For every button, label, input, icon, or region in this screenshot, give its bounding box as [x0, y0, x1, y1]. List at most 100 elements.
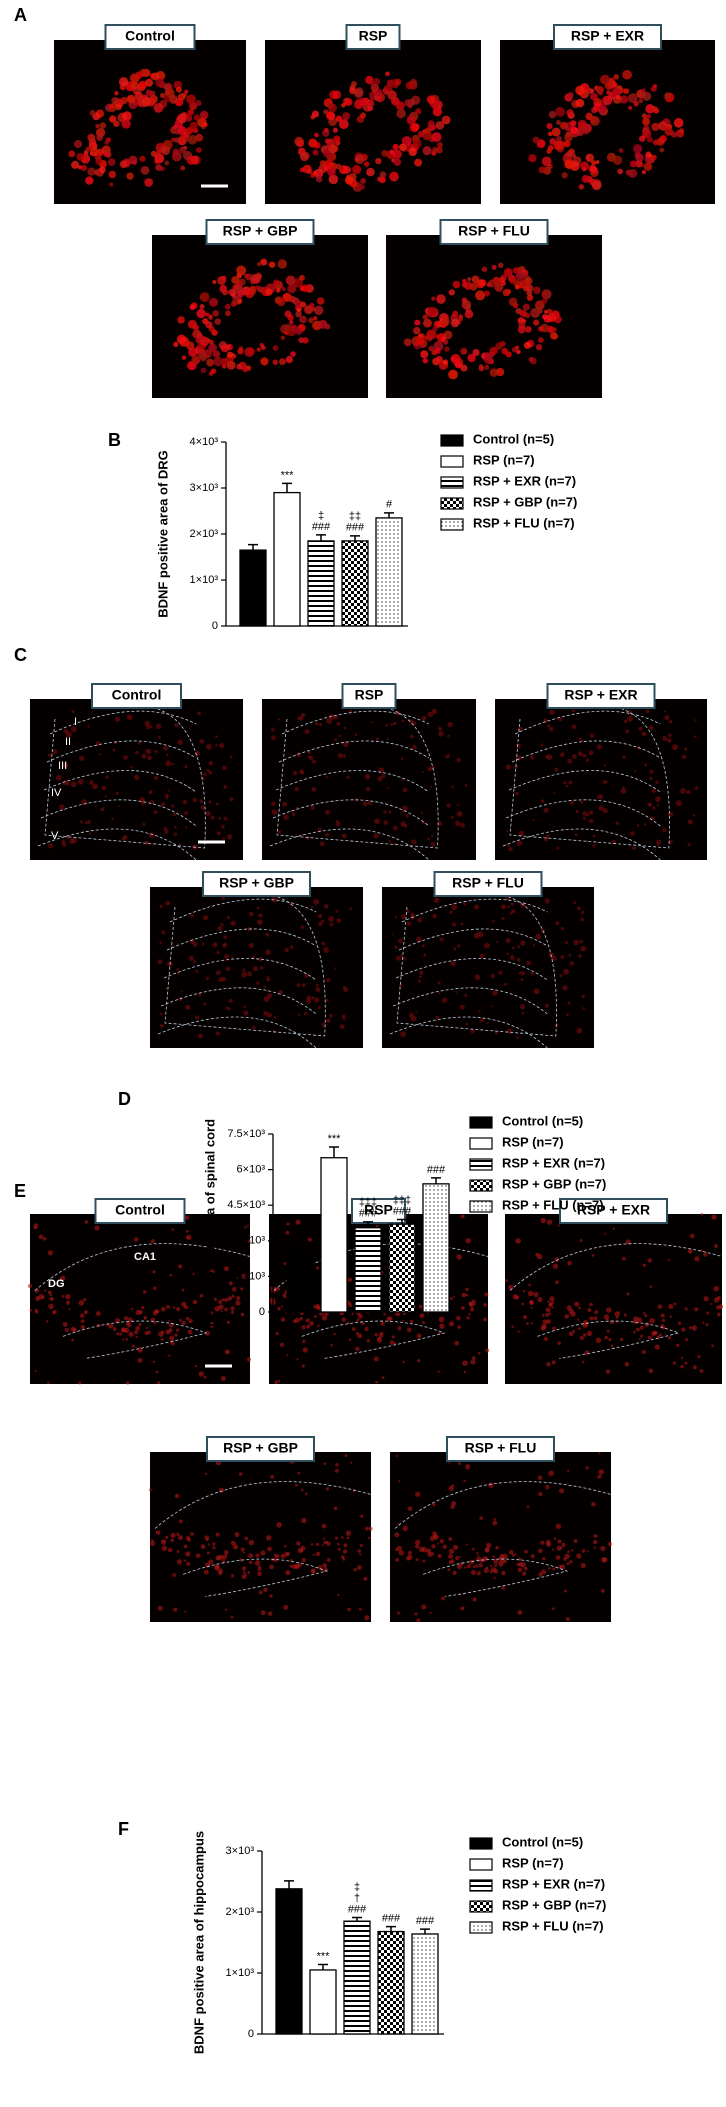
- cell: [569, 961, 574, 966]
- cell: [576, 906, 581, 911]
- cell: [406, 921, 412, 926]
- cell: [315, 1551, 321, 1557]
- cell: [511, 346, 518, 353]
- cell: [203, 772, 207, 776]
- cell: [470, 1307, 475, 1312]
- cell: [469, 282, 478, 291]
- cell: [324, 1311, 329, 1317]
- cell: [675, 800, 682, 807]
- cell: [426, 329, 437, 340]
- cell: [197, 332, 203, 338]
- cell: [145, 78, 154, 87]
- cell: [248, 911, 254, 917]
- cell: [505, 351, 512, 358]
- cell: [137, 1357, 143, 1363]
- cell: [538, 325, 544, 332]
- bar: [307, 540, 335, 627]
- cell: [223, 1549, 229, 1555]
- cell: [640, 1334, 644, 1338]
- cell: [662, 736, 668, 741]
- cell: [176, 972, 179, 975]
- cell: [547, 1566, 551, 1570]
- cell: [237, 299, 243, 304]
- cell: [347, 1607, 351, 1612]
- image-label: RSP + GBP: [219, 875, 294, 891]
- cell: [321, 1523, 327, 1529]
- cell: [47, 1290, 52, 1295]
- cell: [535, 344, 543, 351]
- cell: [598, 90, 603, 96]
- cell: [528, 1283, 531, 1287]
- cell: [517, 945, 520, 949]
- cell: [188, 1319, 193, 1324]
- micrograph-background: [30, 1214, 250, 1384]
- cell: [518, 830, 525, 837]
- image-label-box: [202, 871, 311, 897]
- cell: [155, 164, 163, 171]
- cell: [114, 103, 122, 111]
- cell: [337, 753, 343, 759]
- cell: [608, 77, 615, 85]
- cell: [241, 1273, 247, 1279]
- cell: [334, 1468, 339, 1473]
- cell: [192, 1299, 198, 1305]
- cell: [415, 336, 425, 346]
- cell: [175, 1307, 181, 1312]
- cell: [556, 120, 561, 125]
- cell: [84, 821, 88, 825]
- cell: [408, 1012, 415, 1018]
- cell: [196, 308, 206, 319]
- cell: [176, 117, 181, 122]
- cell: [494, 1031, 498, 1035]
- cell: [114, 91, 119, 96]
- cell: [277, 718, 281, 721]
- cell: [461, 300, 472, 310]
- cell: [493, 1577, 496, 1580]
- cell: [525, 326, 532, 333]
- cell: [495, 1546, 499, 1550]
- cell: [29, 1308, 33, 1312]
- cell: [377, 776, 383, 782]
- cell: [547, 724, 551, 728]
- cell: [472, 1565, 476, 1569]
- cell: [590, 165, 597, 173]
- cell: [452, 1570, 457, 1576]
- cell: [65, 1293, 71, 1300]
- cell: [285, 1230, 290, 1235]
- cell: [218, 816, 222, 820]
- cell: [578, 737, 582, 741]
- cell: [484, 1292, 489, 1297]
- cell: [606, 1318, 609, 1321]
- cell: [305, 1492, 308, 1496]
- cell: [210, 368, 217, 374]
- cell: [580, 161, 589, 171]
- cell: [176, 967, 180, 971]
- cell: [635, 1327, 640, 1332]
- cell: [150, 150, 157, 157]
- cell: [323, 1541, 327, 1545]
- cell: [551, 1548, 554, 1551]
- cell: [571, 724, 577, 730]
- cell: [300, 770, 305, 775]
- error-bar: [329, 1146, 339, 1158]
- cell: [244, 288, 255, 299]
- cell: [215, 970, 221, 976]
- cell: [434, 106, 442, 114]
- cell: [576, 1027, 583, 1034]
- cell: [155, 1309, 160, 1314]
- cell: [134, 774, 140, 781]
- cell: [580, 910, 585, 915]
- dg-outline: [301, 1320, 446, 1359]
- cell: [182, 799, 188, 805]
- cell: [186, 785, 189, 788]
- lamina-outline: [281, 710, 430, 735]
- cell: [200, 1544, 206, 1550]
- cell: [335, 909, 339, 913]
- cell: [420, 811, 423, 815]
- cell: [405, 814, 409, 818]
- cell: [396, 955, 401, 961]
- cell: [536, 1253, 543, 1260]
- significance-label: ###: [393, 1205, 412, 1217]
- cell: [301, 284, 310, 293]
- cell: [342, 1018, 346, 1021]
